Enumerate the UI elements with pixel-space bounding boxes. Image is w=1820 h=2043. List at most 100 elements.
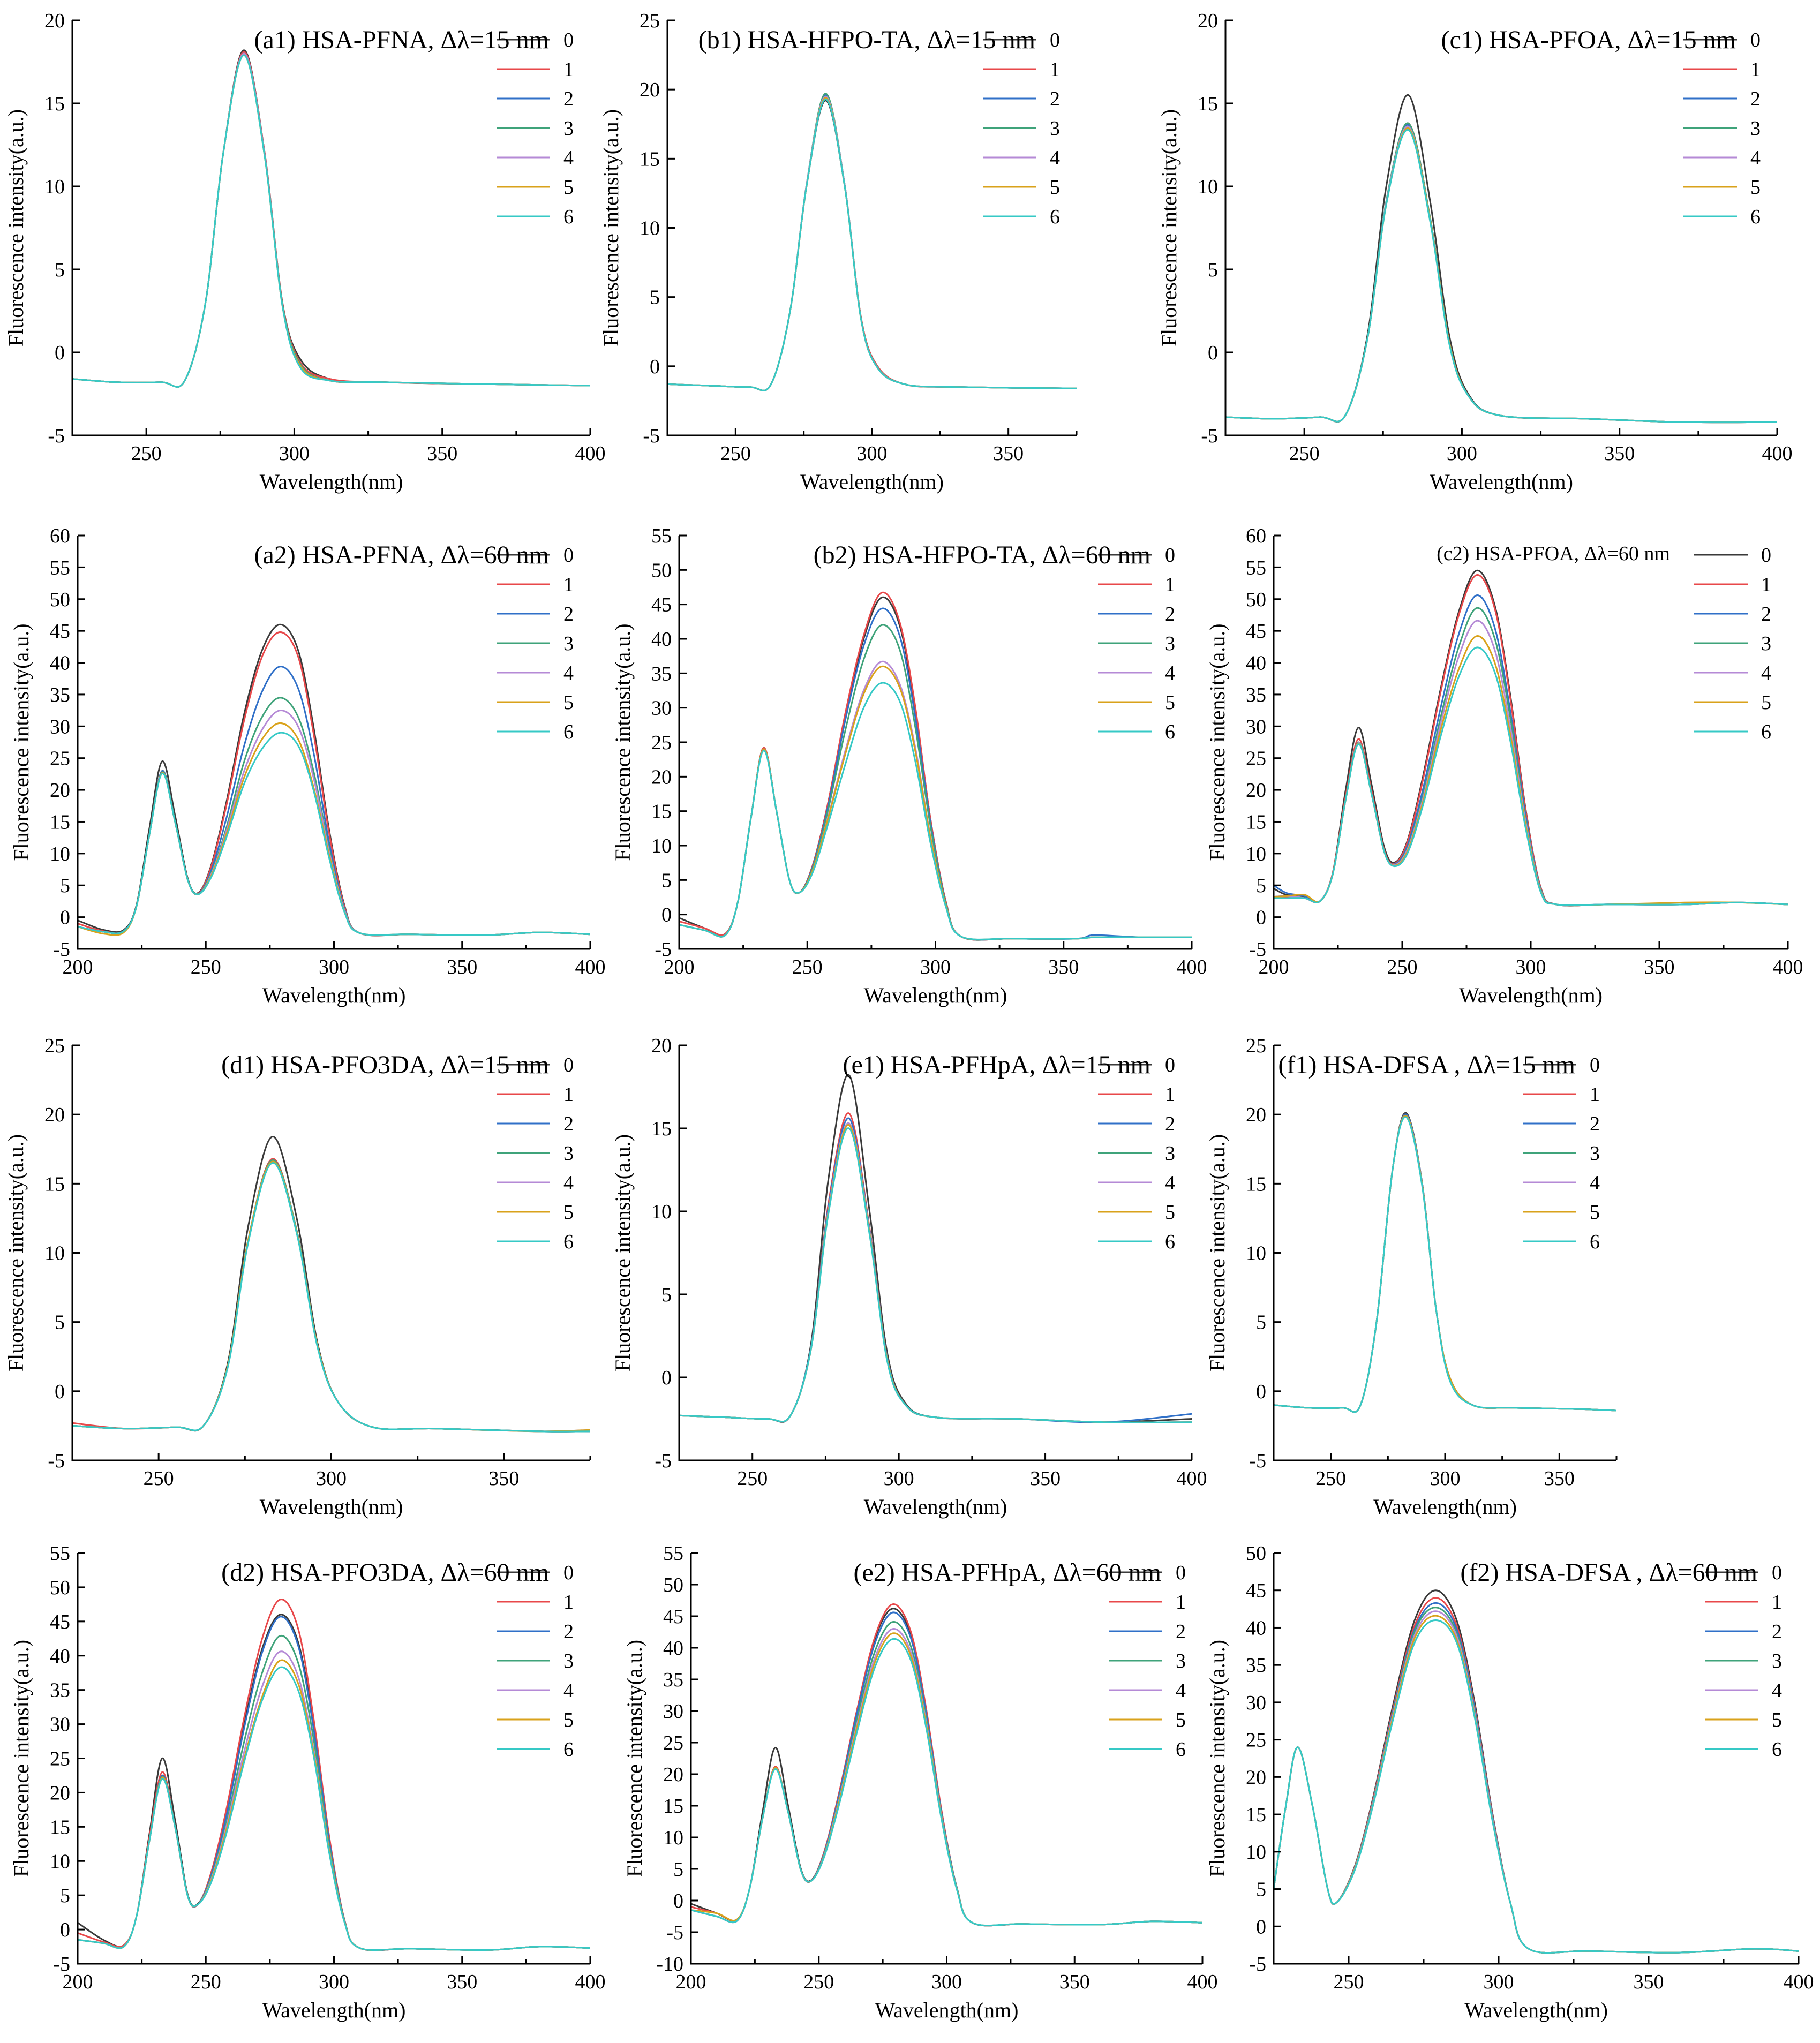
legend-label: 1 <box>1165 1083 1175 1106</box>
series-line-b2-1 <box>679 591 1192 941</box>
y-tick-label: -5 <box>1201 425 1218 447</box>
x-tick-label: 400 <box>575 956 606 978</box>
x-tick-label: 300 <box>920 956 951 978</box>
legend-label: 2 <box>1165 603 1175 625</box>
legend-label: 6 <box>563 206 574 228</box>
y-tick-label: 30 <box>663 1700 683 1723</box>
series-line-b1-4 <box>667 95 1077 391</box>
legend-label: 4 <box>1750 147 1761 169</box>
series-line-c1-0 <box>1225 94 1777 424</box>
y-tick-label: 55 <box>1246 556 1266 579</box>
y-tick-label: 0 <box>1256 1916 1266 1938</box>
series-line-c1-3 <box>1225 122 1777 424</box>
y-tick-label: 10 <box>44 1242 65 1265</box>
x-tick-label: 300 <box>279 442 310 465</box>
y-tick-label: 60 <box>50 525 70 547</box>
legend-label: 2 <box>563 1620 574 1643</box>
x-tick-label: 300 <box>857 442 888 465</box>
y-tick-label: 15 <box>1198 93 1218 115</box>
y-tick-label: 15 <box>651 1118 672 1140</box>
x-tick-label: 400 <box>1187 1971 1218 1993</box>
x-tick-label: 350 <box>1059 1971 1090 1993</box>
legend-label: 1 <box>1050 58 1060 81</box>
legend-label: 5 <box>1761 691 1771 714</box>
legend-label: 5 <box>1590 1201 1600 1224</box>
y-tick-label: 50 <box>50 1577 70 1599</box>
x-tick-label: 250 <box>1289 442 1320 465</box>
y-tick-label: -5 <box>655 1450 672 1472</box>
legend-label: 1 <box>563 574 574 596</box>
x-tick-label: 250 <box>1334 1971 1364 1993</box>
panel-title: (b2) HSA-HFPO-TA, Δλ=60 nm <box>814 541 1150 569</box>
x-tick-label: 250 <box>144 1467 174 1490</box>
x-axis-title: Wavelength(nm) <box>864 1495 1007 1519</box>
panel-title: (d2) HSA-PFO3DA, Δλ=60 nm <box>221 1558 549 1587</box>
y-tick-label: 25 <box>44 1035 65 1057</box>
panel-e1: 250 300 350 400-505101520Wavelength(nm)Fluo… <box>611 1035 1207 1519</box>
legend-label: 3 <box>1750 117 1761 140</box>
series-line-b1-1 <box>667 97 1077 391</box>
x-axis-title: Wavelength(nm) <box>260 470 403 494</box>
series-line-a1-4 <box>72 52 590 388</box>
legend-label: 2 <box>1165 1113 1175 1135</box>
y-tick-label: 10 <box>50 1850 70 1873</box>
series-line-e1-5 <box>679 1124 1192 1423</box>
y-tick-label: 50 <box>1246 589 1266 611</box>
series-line-a2-1 <box>78 631 590 937</box>
legend-label: 0 <box>563 1562 574 1584</box>
y-tick-label: 20 <box>50 1782 70 1804</box>
y-tick-label: 35 <box>50 684 70 706</box>
legend-label: 0 <box>1165 1054 1175 1076</box>
y-tick-label: 25 <box>1246 1035 1266 1057</box>
x-tick-label: 300 <box>319 1971 349 1993</box>
series-line-a2-6 <box>78 732 590 936</box>
series-line-c1-5 <box>1225 127 1777 424</box>
legend-label: 6 <box>563 1738 574 1761</box>
series-line-d1-6 <box>72 1162 590 1433</box>
series-line-f2-2 <box>1274 1602 1799 1954</box>
y-axis-title: Fluorescence intensity(a.u.) <box>1205 1134 1229 1371</box>
legend-label: 5 <box>563 176 574 199</box>
axes-frame <box>71 1045 590 1461</box>
y-tick-label: 20 <box>44 1104 65 1126</box>
y-tick-label: 5 <box>1256 1879 1266 1901</box>
legend-label: 6 <box>1772 1738 1782 1761</box>
axes-frame <box>77 1553 590 1965</box>
axes-frame <box>77 536 590 950</box>
y-tick-label: 30 <box>651 697 672 720</box>
series-line-d1-0 <box>72 1136 590 1433</box>
panel-b2: 200 250 300 350 400-50510152025303540455055W… <box>611 525 1207 1007</box>
y-tick-label: 15 <box>1246 1173 1266 1195</box>
x-tick-label: 200 <box>1259 956 1289 978</box>
series-line-e2-2 <box>691 1611 1202 1927</box>
x-tick-label: 200 <box>664 956 695 978</box>
y-tick-label: 50 <box>1246 1542 1266 1565</box>
y-tick-label: 15 <box>640 148 660 170</box>
panel-title: (a1) HSA-PFNA, Δλ=15 nm <box>254 26 549 54</box>
panel-title: (f2) HSA-DFSA , Δλ=60 nm <box>1460 1558 1757 1587</box>
x-axis-title: Wavelength(nm) <box>1459 983 1603 1007</box>
panel-title: (e1) HSA-PFHpA, Δλ=15 nm <box>843 1051 1150 1079</box>
y-tick-label: 20 <box>651 1035 672 1057</box>
legend-label: 0 <box>1165 544 1175 567</box>
y-tick-label: 25 <box>663 1732 683 1754</box>
axes-frame <box>1273 1045 1616 1461</box>
y-tick-label: 20 <box>50 779 70 802</box>
series-line-b2-6 <box>679 682 1192 940</box>
axes-frame <box>666 20 1077 436</box>
y-tick-label: -5 <box>53 938 70 961</box>
x-tick-label: 300 <box>1447 442 1477 465</box>
y-axis-title: Fluorescence intensity(a.u.) <box>9 1640 33 1877</box>
x-axis-title: Wavelength(nm) <box>864 983 1007 1007</box>
y-axis-title: Fluorescence intensity(a.u.) <box>1205 623 1229 861</box>
x-axis-title: Wavelength(nm) <box>1430 470 1573 494</box>
series-line-e1-0 <box>679 1074 1192 1423</box>
x-axis-title: Wavelength(nm) <box>262 1998 406 2022</box>
y-tick-label: -10 <box>656 1953 683 1976</box>
y-tick-label: 0 <box>1256 907 1266 929</box>
legend-label: 0 <box>563 544 574 567</box>
y-axis-title: Fluorescence intensity(a.u.) <box>611 1134 635 1371</box>
series-line-c2-6 <box>1274 646 1788 906</box>
y-tick-label: 5 <box>661 1284 672 1306</box>
series-line-c1-1 <box>1225 122 1777 424</box>
